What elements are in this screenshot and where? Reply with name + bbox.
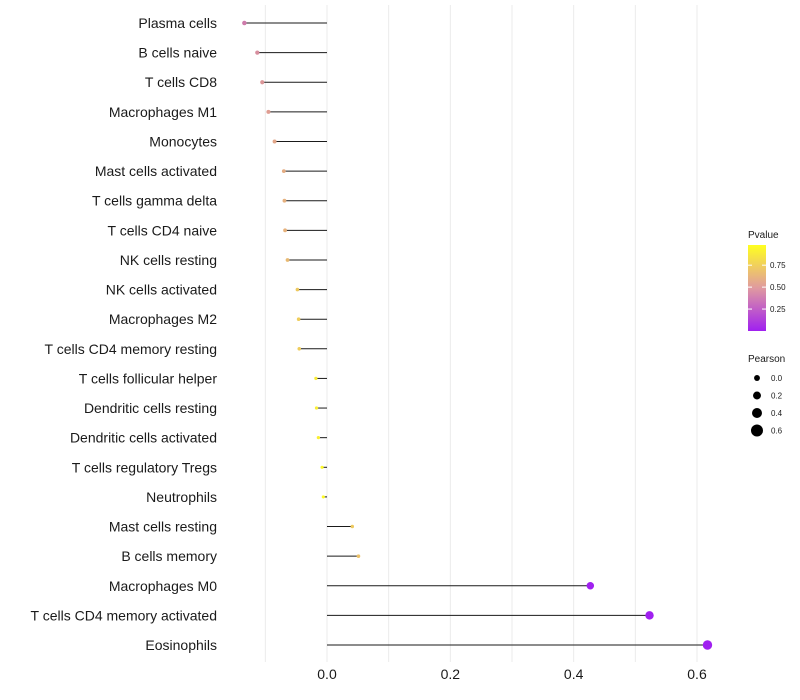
category-label: T cells follicular helper <box>79 370 218 386</box>
pearson-legend-dot <box>754 375 760 381</box>
lollipop-dot <box>242 20 247 26</box>
lollipop-dot <box>295 287 300 292</box>
category-label: Mast cells resting <box>109 519 217 535</box>
category-label: Dendritic cells resting <box>84 400 217 416</box>
lollipop-dot <box>285 258 290 262</box>
lollipop-dot <box>645 611 654 620</box>
pearson-legend-label: 0.0 <box>771 374 783 383</box>
pvalue-legend-tick: 0.75 <box>770 261 786 270</box>
pvalue-legend-tick: 0.25 <box>770 305 786 314</box>
category-label: T cells regulatory Tregs <box>72 459 217 475</box>
lollipop-dot <box>314 406 319 410</box>
pearson-legend: Pearson 0.0 0.2 0.4 0.6 <box>748 354 785 437</box>
category-label: T cells CD4 memory activated <box>31 607 217 623</box>
lollipop-dot <box>320 465 324 469</box>
category-label: NK cells resting <box>120 252 217 268</box>
lollipop-dot <box>272 139 277 144</box>
category-label: Plasma cells <box>138 15 217 31</box>
lollipop-dot <box>260 80 265 85</box>
category-label: B cells naive <box>138 45 217 61</box>
lollipop-dot <box>356 554 361 558</box>
x-tick-label: 0.0 <box>317 666 337 682</box>
pearson-legend-title: Pearson <box>748 354 785 365</box>
category-label: T cells gamma delta <box>92 193 217 209</box>
pearson-legend-label: 0.2 <box>771 392 783 401</box>
category-label: Mast cells activated <box>95 163 217 179</box>
pvalue-colorbar <box>748 245 766 331</box>
category-label: Macrophages M1 <box>109 104 217 120</box>
category-labels: Plasma cells B cells naive T cells CD8 Macr… <box>31 15 218 653</box>
lollipop-dot <box>296 317 301 321</box>
category-label: T cells CD8 <box>145 74 217 90</box>
lollipop-dot <box>266 109 271 114</box>
pvalue-legend-title: Pvalue <box>748 230 779 241</box>
lollipop-dot <box>255 50 260 55</box>
grid-lines <box>264 5 698 662</box>
lollipop-dots <box>242 20 713 650</box>
category-label: B cells memory <box>121 548 217 564</box>
lollipop-dot <box>281 169 286 174</box>
category-label: Monocytes <box>149 133 217 149</box>
category-label: Neutrophils <box>146 489 217 505</box>
pearson-legend-label: 0.4 <box>771 409 783 418</box>
category-label: T cells CD4 memory resting <box>45 341 217 357</box>
x-tick-label: 0.2 <box>441 666 461 682</box>
category-label: Macrophages M0 <box>109 578 217 594</box>
pvalue-legend: Pvalue 0.75 0.50 0.25 <box>748 230 786 331</box>
lollipop-dot <box>350 524 355 529</box>
pearson-legend-dot <box>753 391 761 400</box>
pearson-legend-dot <box>750 424 764 437</box>
lollipop-stems <box>244 22 708 646</box>
category-label: T cells CD4 naive <box>108 222 218 238</box>
category-label: NK cells activated <box>106 282 217 298</box>
category-label: Eosinophils <box>145 637 217 653</box>
lollipop-dot <box>314 376 318 381</box>
category-label: Macrophages M2 <box>109 311 217 327</box>
lollipop-dot <box>702 640 713 650</box>
lollipop-dot <box>316 436 320 440</box>
x-tick-label: 0.4 <box>564 666 584 682</box>
lollipop-dot <box>282 198 287 203</box>
lollipop-dot <box>321 495 325 499</box>
x-tick-label: 0.6 <box>687 666 707 682</box>
lollipop-dot <box>586 582 595 590</box>
pearson-legend-dot <box>752 408 762 418</box>
x-axis-ticks: 0.0 0.2 0.4 0.6 <box>317 666 707 682</box>
lollipop-dot <box>283 228 287 233</box>
lollipop-dot <box>297 347 302 351</box>
pearson-legend-label: 0.6 <box>771 427 783 436</box>
pvalue-legend-tick: 0.50 <box>770 283 786 292</box>
category-label: Dendritic cells activated <box>70 430 217 446</box>
